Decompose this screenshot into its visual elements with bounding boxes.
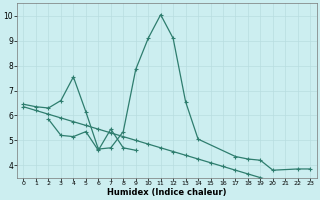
X-axis label: Humidex (Indice chaleur): Humidex (Indice chaleur) — [107, 188, 227, 197]
